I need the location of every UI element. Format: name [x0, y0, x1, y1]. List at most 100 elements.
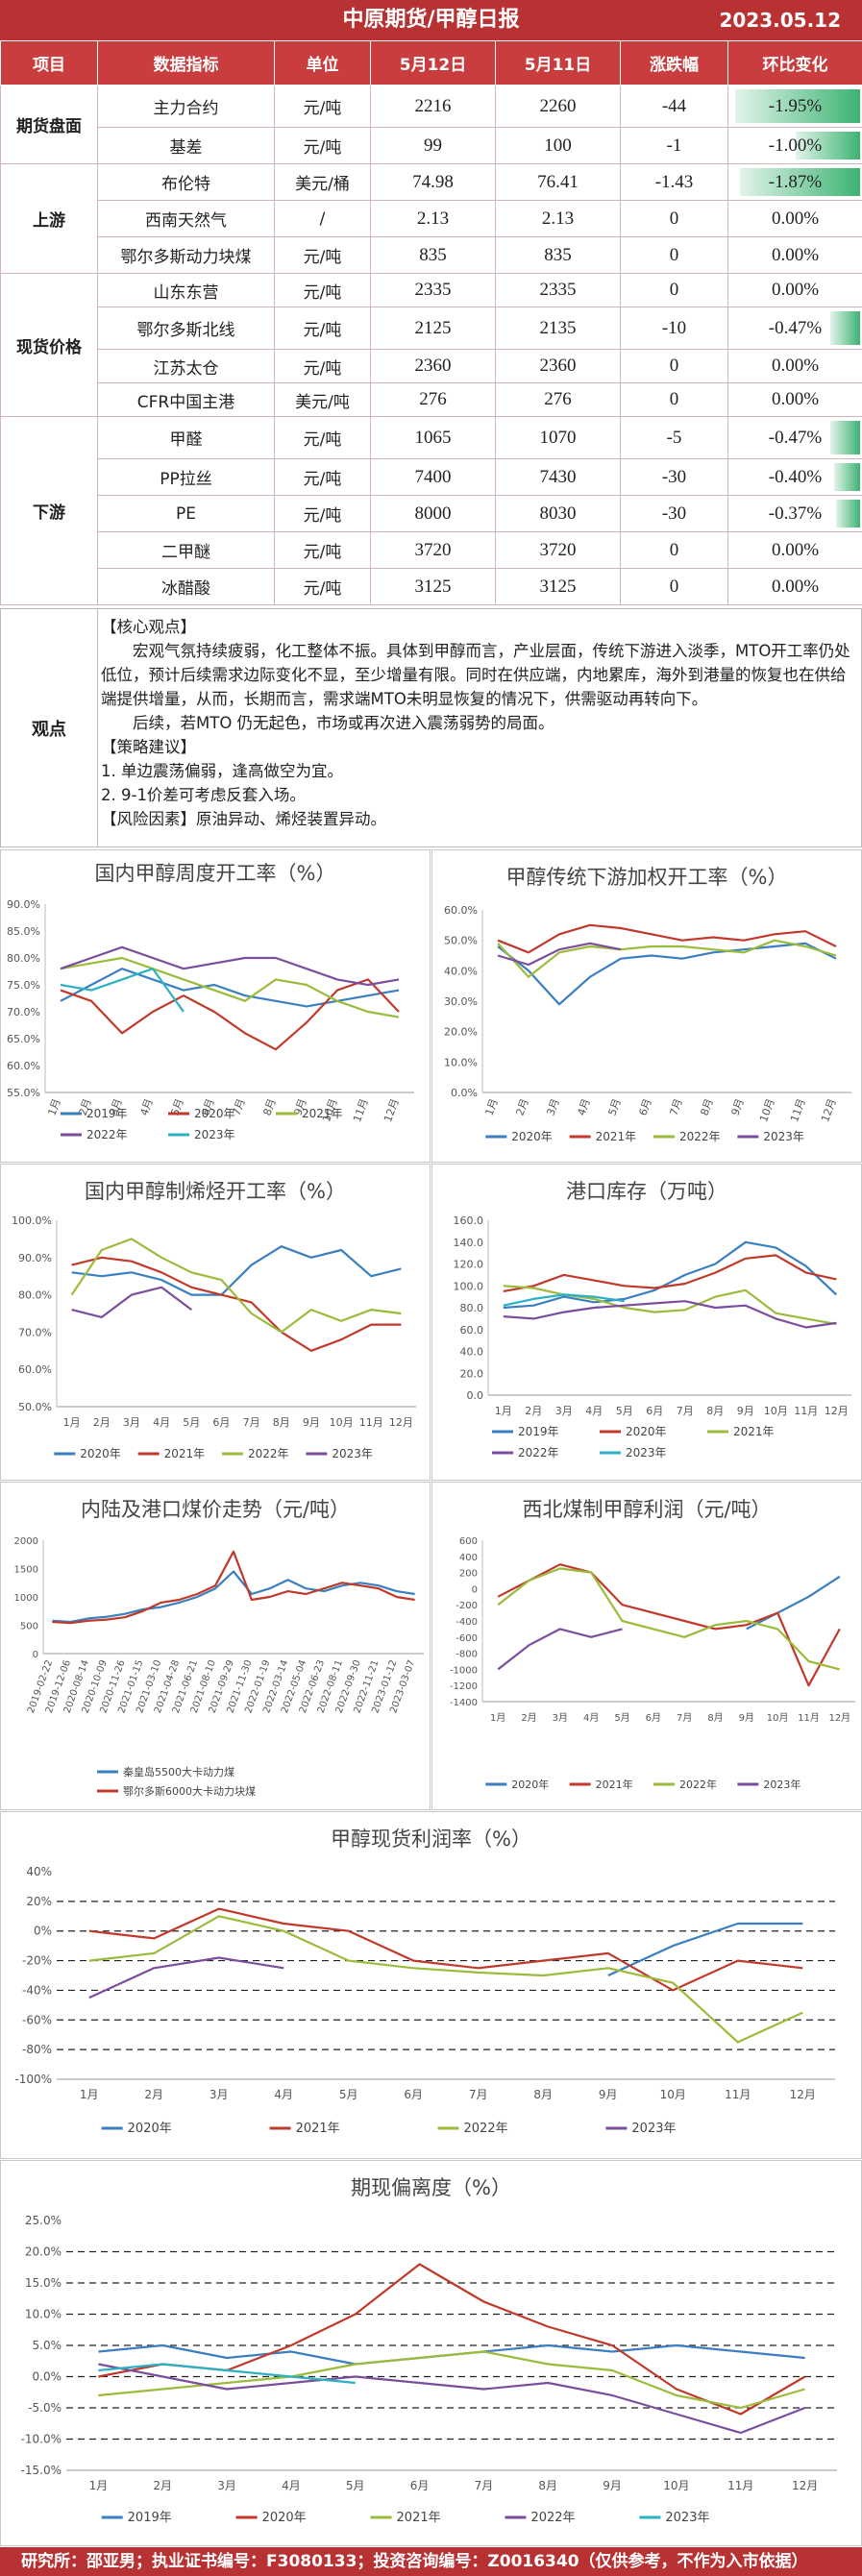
chart-title: 甲醇传统下游加权开工率（%）: [505, 866, 788, 889]
pct-change-cell: 0.00%: [727, 568, 862, 605]
pct-change-cell: -1.00%: [727, 127, 862, 164]
legend-label: 2020年: [511, 1130, 553, 1143]
unit-cell: 美元/吨: [274, 382, 371, 417]
series-line: [497, 939, 837, 978]
series-line: [52, 1550, 415, 1625]
chart-spot-profit-rate: 40% 20% 0% -20% -40% -60% -80% -100% 1月 2月 3月 4月 5月 6…: [14, 1865, 835, 2136]
indicator-cell: 江苏太仓: [97, 349, 275, 383]
y-tick-label: -20%: [22, 1954, 52, 1968]
value-cell: 3125: [495, 568, 621, 605]
pct-value: 0.00%: [771, 389, 820, 409]
pct-change-cell: 0.00%: [727, 200, 862, 237]
value-cell: 2360: [495, 349, 621, 383]
chart-panel: 甲醇现货利润率（%） 40% 20% 0% -20% -40% -60% -80% -100%…: [0, 1811, 862, 2159]
y-tick-label: -400: [456, 1617, 478, 1628]
change-cell: -30: [620, 458, 728, 496]
viewpoint-line: 1. 单边震荡偏弱，逢高做空为宜。: [101, 762, 343, 780]
y-tick-label: -15.0%: [21, 2464, 62, 2477]
viewpoint-line: 后续，若MTO 仍无起色，市场或再次进入震荡弱势的局面。: [133, 714, 554, 732]
y-tick-label: 2000: [14, 1536, 38, 1547]
x-tick-label: 2月: [525, 1405, 542, 1417]
y-tick-label: 80.0: [460, 1302, 484, 1314]
x-tick-label: 5月: [614, 1712, 629, 1724]
viewpoint-line: 【策略建议】: [101, 738, 196, 756]
chart-title: 甲醇现货利润率（%）: [331, 1828, 531, 1851]
x-tick-label: 1月: [495, 1405, 512, 1417]
y-tick-label: 40.0: [460, 1346, 484, 1359]
pct-bar: [735, 89, 860, 123]
change-cell: -44: [620, 85, 728, 128]
x-tick-label: 12月: [819, 1097, 839, 1124]
table-row: 基差 元/吨 99 100 -1 -1.00%: [1, 127, 862, 164]
x-tick-label: 11月: [727, 2479, 753, 2492]
category-cell: 现货价格: [0, 273, 98, 417]
chart-mto-rate: 100.0% 90.0% 80.0% 70.0% 60.0% 50.0% 1月 2月 3月 4月 5…: [12, 1214, 416, 1460]
indicator-cell: 鄂尔多斯动力块煤: [97, 236, 275, 274]
series-line: [71, 1256, 402, 1352]
y-tick-label: 90.0%: [7, 898, 40, 911]
indicator-cell: 冰醋酸: [97, 568, 275, 605]
x-tick-label: 1月: [482, 1097, 500, 1117]
y-tick-label: 0.0: [467, 1389, 484, 1402]
y-tick-label: 90.0%: [18, 1252, 52, 1264]
y-tick-label: 60.0: [460, 1324, 484, 1337]
value-cell: 2335: [370, 273, 496, 307]
value-cell: 100: [495, 127, 621, 164]
series-line: [98, 2363, 805, 2435]
change-cell: 0: [620, 382, 728, 417]
report-date: 2023.05.12: [719, 9, 841, 32]
indicator-cell: 鄂尔多斯北线: [97, 307, 275, 350]
viewpoint-section: 观点 【核心观点】 宏观气氛持续疲弱，化工整体不振。具体到甲醇而言，产业层面，传…: [0, 608, 862, 847]
x-tick-label: 2月: [513, 1097, 530, 1117]
indicator-cell: PP拉丝: [97, 458, 275, 496]
legend-label: 2023年: [763, 1130, 804, 1143]
x-tick-label: 4月: [274, 2088, 293, 2101]
pct-value: -0.47%: [768, 317, 823, 338]
series-line: [497, 1567, 841, 1671]
unit-cell: 美元/桶: [274, 163, 371, 201]
pct-value: -1.87%: [768, 171, 823, 192]
x-tick-label: 5月: [346, 2479, 365, 2492]
change-cell: -5: [620, 416, 728, 459]
y-tick-label: 20%: [26, 1895, 52, 1908]
pct-change-cell: -1.87%: [727, 163, 862, 201]
chart-title: 国内甲醇制烯烃开工率（%）: [85, 1180, 346, 1203]
value-cell: 74.98: [370, 163, 496, 201]
chart-operating-rate: 90.0% 85.0% 80.0% 75.0% 70.0% 65.0% 60.0% 55.0%…: [7, 898, 414, 1141]
change-cell: 0: [620, 273, 728, 307]
series-line: [60, 968, 185, 1013]
indicator-cell: PE: [97, 495, 275, 532]
y-tick-label: 200: [459, 1569, 478, 1580]
chart-basis-deviation: 25.0% 20.0% 15.0% 10.0% 5.0% 0.0% -5.0% -10.0% -…: [21, 2214, 837, 2525]
unit-cell: 元/吨: [274, 458, 371, 496]
x-tick-label: 6月: [410, 2479, 430, 2492]
y-tick-label: 120.0: [454, 1259, 484, 1271]
table-row: 鄂尔多斯动力块煤 元/吨 835 835 0 0.00%: [1, 236, 862, 274]
y-tick-label: 40.0%: [444, 965, 478, 977]
x-tick-label: 5月: [605, 1097, 623, 1117]
legend-label: 2021年: [733, 1425, 775, 1438]
x-tick-label: 6月: [212, 1416, 230, 1429]
x-tick-label: 12月: [825, 1405, 849, 1417]
pct-change-cell: -0.40%: [727, 458, 862, 496]
y-tick-label: 75.0%: [7, 979, 40, 992]
footer: 研究所：邵亚男；执业证书编号：F3080133；投资咨询编号：Z0016340（…: [0, 2547, 862, 2576]
pct-change-cell: 0.00%: [727, 531, 862, 569]
x-tick-label: 9月: [603, 2479, 622, 2492]
pct-value: 0.00%: [771, 244, 820, 265]
indicator-cell: 基差: [97, 127, 275, 164]
series-line: [497, 942, 622, 967]
series-line: [70, 1238, 402, 1334]
x-tick-label: 12月: [389, 1416, 413, 1429]
x-tick-label: 3月: [555, 1405, 573, 1417]
unit-cell: /: [274, 200, 371, 237]
x-tick-label: 1月: [63, 1416, 81, 1429]
value-cell: 3720: [370, 531, 496, 569]
value-cell: 99: [370, 127, 496, 164]
y-tick-label: 80.0%: [7, 952, 40, 965]
series-line: [497, 1628, 623, 1671]
y-tick-label: 400: [459, 1553, 478, 1563]
indicator-cell: 西南天然气: [97, 200, 275, 237]
pct-value: 0.00%: [771, 539, 820, 560]
series-line: [71, 1245, 402, 1296]
